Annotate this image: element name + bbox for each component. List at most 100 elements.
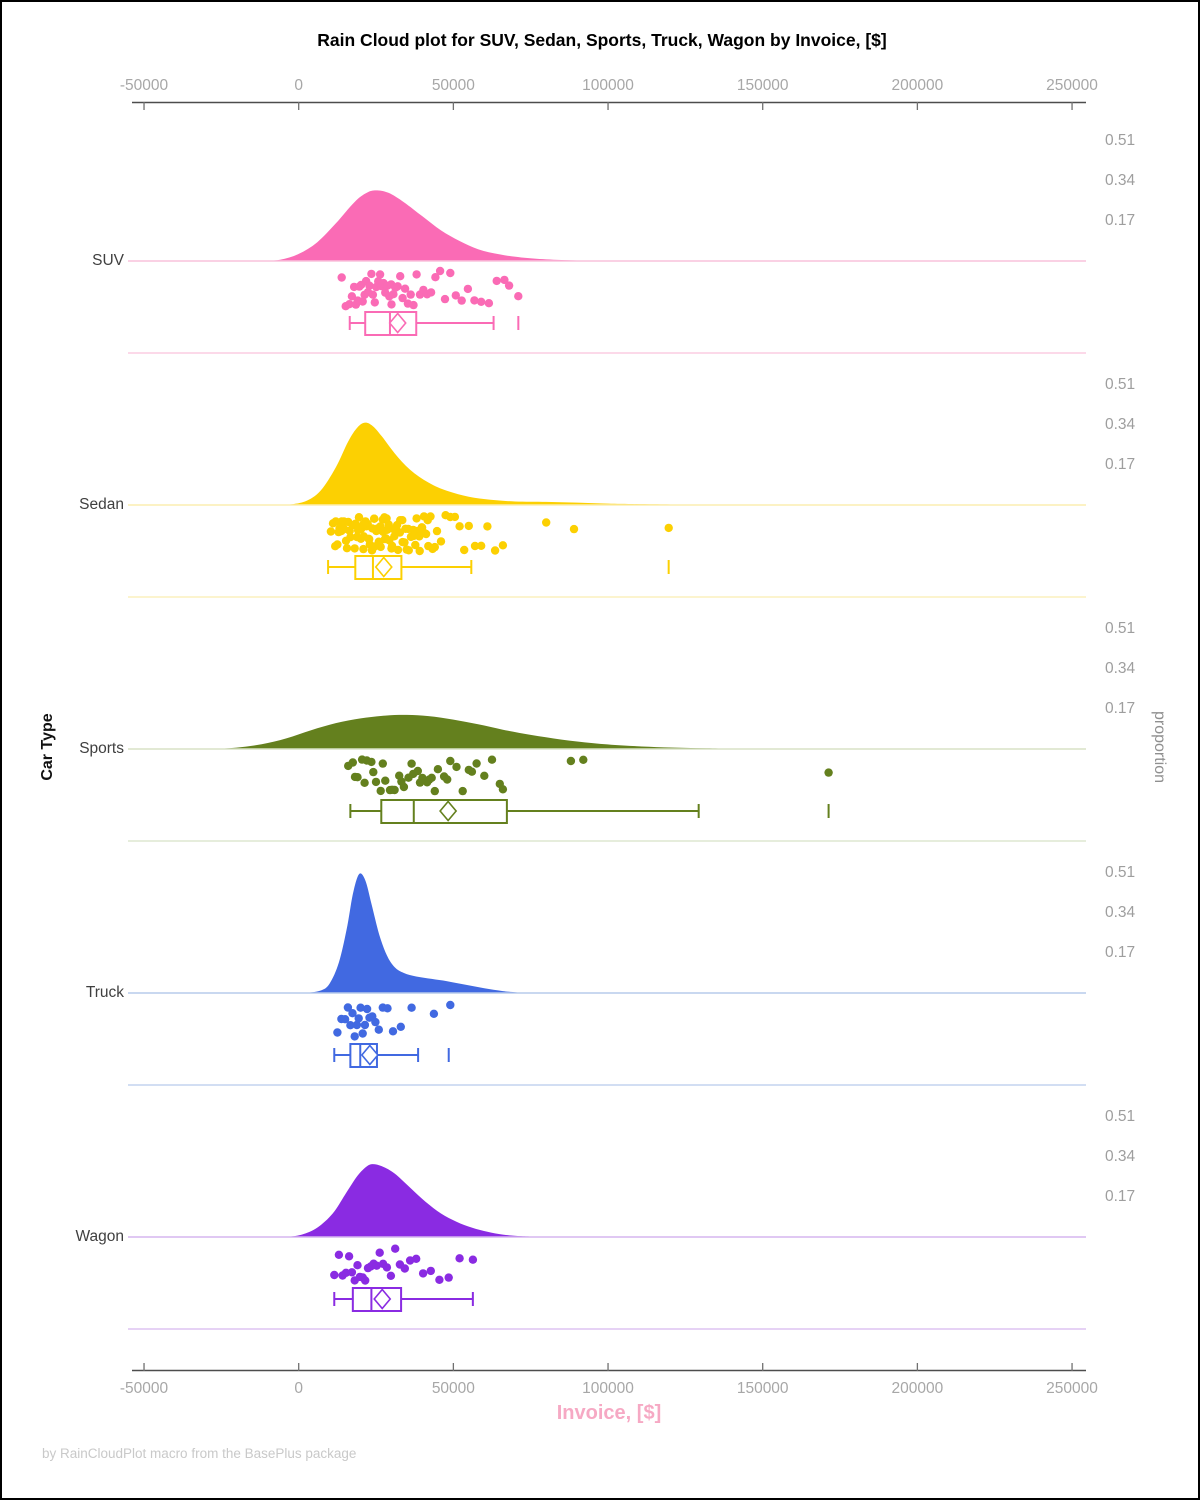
rain-point-sedan (460, 545, 469, 555)
rain-point-sports (458, 786, 467, 796)
rain-point-suv (368, 290, 378, 299)
x-axis-label-invoice: Invoice, [$] (556, 1402, 662, 1424)
x-tick-label: 100000 (582, 1380, 634, 1397)
proportion-tick-label: 0.17 (1105, 700, 1135, 717)
category-label-truck: Truck (86, 984, 124, 1001)
rain-point-truck (371, 1017, 380, 1027)
rain-point-truck (362, 1004, 372, 1014)
rain-point-sports (467, 767, 477, 776)
x-tick-label: 150000 (737, 1380, 789, 1397)
rain-point-suv (426, 288, 436, 297)
rain-point-sedan (326, 527, 336, 536)
proportion-tick-label: 0.51 (1105, 1108, 1135, 1125)
rain-point-truck (356, 1003, 365, 1012)
rain-point-wagon (391, 1244, 400, 1253)
x-tick-label: 0 (294, 77, 303, 94)
rain-point-sedan (423, 516, 432, 525)
rain-point-sports (566, 756, 576, 766)
rain-point-sedan (477, 541, 486, 550)
rain-point-wagon (382, 1263, 392, 1272)
rain-point-sedan (490, 546, 500, 555)
proportion-tick-label: 0.34 (1105, 904, 1136, 921)
rain-point-sports (367, 757, 376, 767)
x-tick-label: 0 (294, 1380, 303, 1397)
rain-point-sports (425, 775, 434, 784)
rain-point-wagon (334, 1250, 344, 1260)
rain-point-truck (374, 1025, 383, 1034)
rain-point-truck (340, 1015, 350, 1024)
rain-point-wagon (426, 1266, 435, 1276)
rain-point-suv (463, 284, 473, 294)
rain-point-sedan (398, 537, 407, 547)
rain-point-sedan (350, 544, 359, 553)
rain-point-wagon (455, 1254, 464, 1263)
rain-point-sports (348, 758, 357, 767)
proportion-tick-label: 0.17 (1105, 212, 1135, 229)
rain-point-sedan (333, 540, 342, 549)
rain-point-sports (824, 768, 833, 777)
proportion-tick-label: 0.51 (1105, 620, 1135, 637)
rain-point-sports (415, 778, 425, 787)
proportion-tick-label: 0.17 (1105, 456, 1135, 473)
rain-point-sports (376, 786, 385, 796)
rain-point-suv (365, 281, 374, 290)
rain-point-suv (396, 272, 405, 281)
rain-point-suv (440, 294, 450, 304)
rain-point-suv (358, 297, 367, 306)
rain-point-wagon (386, 1271, 396, 1281)
rain-point-truck (429, 1009, 439, 1018)
rain-point-sedan (364, 534, 373, 543)
rain-point-wagon (344, 1252, 354, 1261)
mean-diamond-sports (439, 800, 458, 822)
rain-point-suv (347, 292, 357, 301)
rain-point-suv (435, 266, 445, 276)
category-label-wagon: Wagon (75, 1228, 124, 1245)
rain-point-sedan (358, 520, 368, 529)
chart-title: Rain Cloud plot for SUV, Sedan, Sports, … (317, 30, 887, 50)
rain-point-truck (360, 1020, 370, 1030)
rain-point-sedan (412, 514, 421, 523)
rain-point-suv (412, 270, 421, 279)
rain-point-suv (484, 299, 494, 308)
rain-point-sedan (381, 534, 391, 543)
rain-point-truck (354, 1014, 363, 1023)
proportion-tick-label: 0.51 (1105, 132, 1135, 149)
rain-point-suv (393, 282, 402, 291)
rain-point-sedan (359, 544, 368, 554)
rain-point-sedan (436, 537, 446, 546)
rain-point-sports (430, 786, 439, 796)
rain-point-sports (371, 777, 381, 787)
rain-point-wagon (418, 1269, 428, 1278)
rain-point-sedan (664, 523, 673, 533)
density-curve-wagon (286, 1164, 547, 1237)
proportion-tick-label: 0.34 (1105, 416, 1136, 433)
proportion-tick-label: 0.34 (1105, 172, 1136, 189)
rain-point-sedan (420, 529, 430, 538)
rain-point-sports (360, 778, 369, 787)
x-tick-label: -50000 (120, 1380, 169, 1397)
x-tick-label: 200000 (892, 77, 944, 94)
rain-point-sports (452, 762, 461, 772)
rain-point-sedan (455, 522, 464, 531)
mean-diamond-suv (388, 312, 407, 334)
rain-point-sedan (411, 540, 420, 550)
rain-point-sedan (331, 517, 340, 526)
mean-diamond-wagon (373, 1288, 392, 1310)
rain-point-sedan (353, 526, 363, 535)
rain-point-sports (433, 765, 443, 774)
category-label-suv: SUV (92, 252, 125, 269)
density-curve-truck (304, 873, 525, 993)
rain-point-sedan (450, 512, 460, 522)
rain-point-sedan (470, 541, 480, 551)
rain-point-suv (367, 269, 376, 279)
rain-point-sedan (392, 520, 402, 530)
rain-point-sports (498, 785, 508, 794)
proportion-tick-label: 0.51 (1105, 376, 1135, 393)
y-axis-label-proportion: proportion (1151, 710, 1168, 784)
rain-point-wagon (375, 1248, 384, 1257)
rain-point-truck (346, 1021, 355, 1030)
rain-point-sports (472, 759, 481, 768)
rain-point-suv (451, 291, 460, 300)
rain-point-suv (504, 281, 514, 290)
